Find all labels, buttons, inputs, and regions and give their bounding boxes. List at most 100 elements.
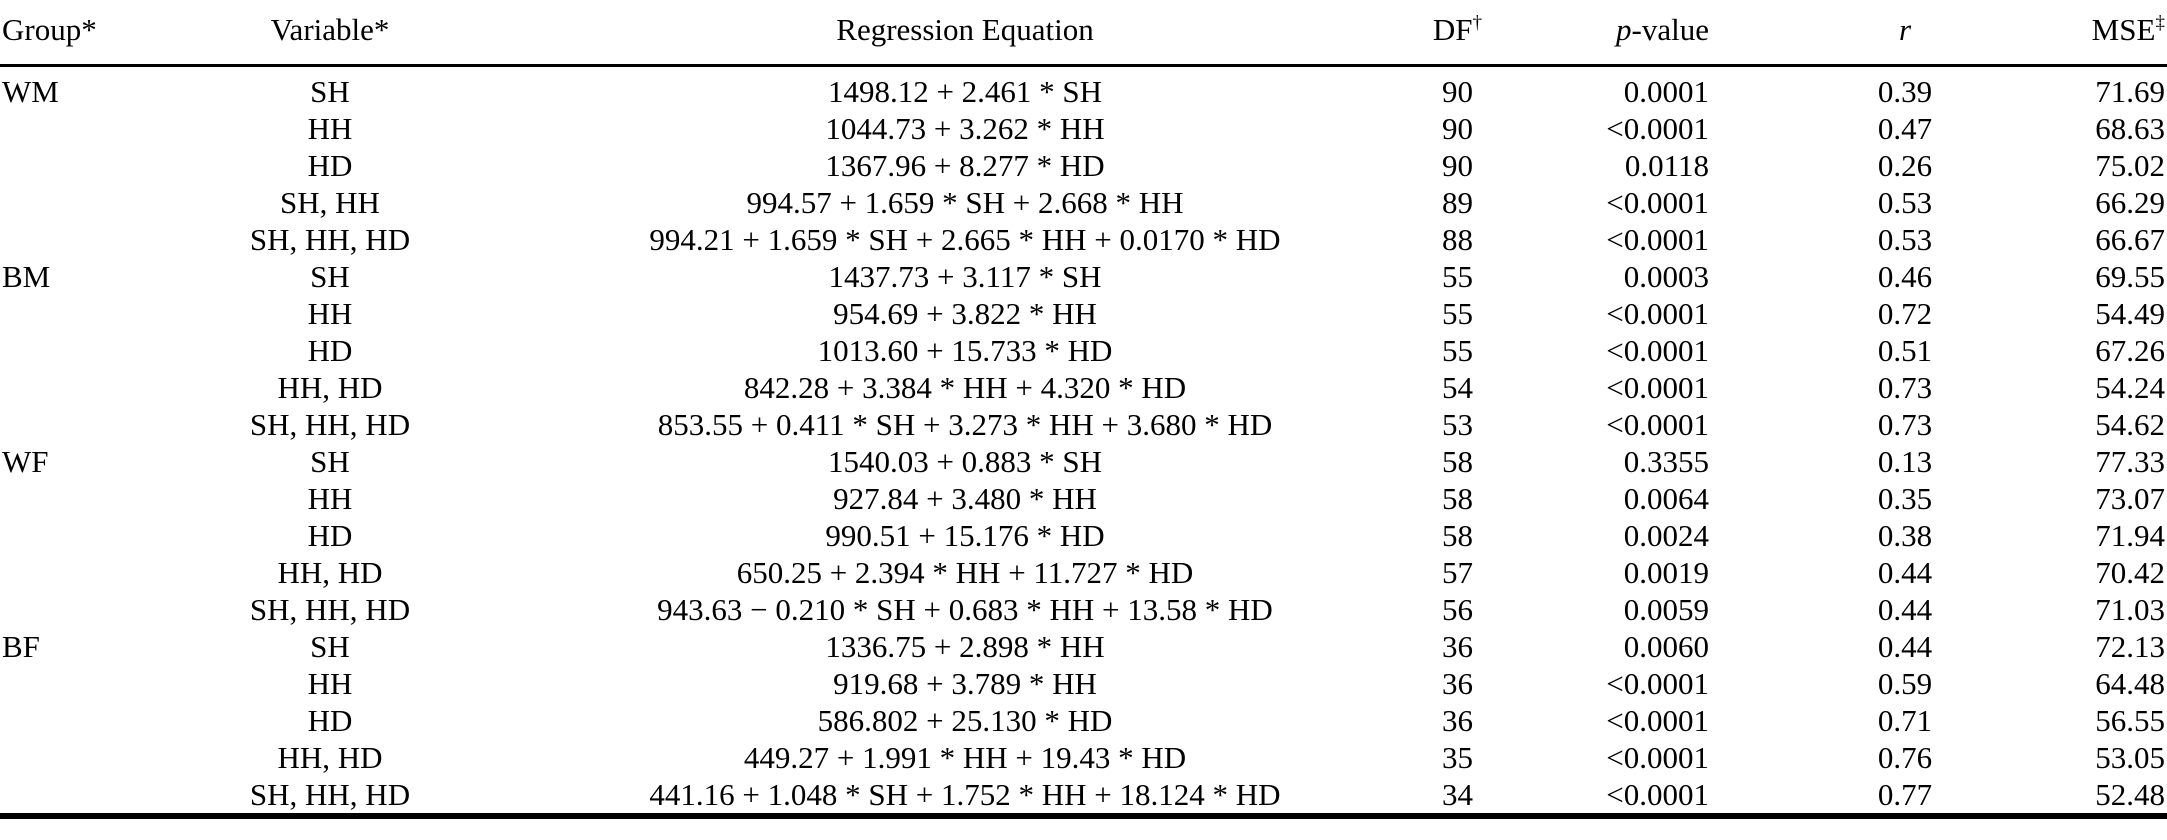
table-row: HD 1367.96 + 8.277 * HD 90 0.0118 0.26 75.02 — [0, 147, 2167, 184]
header-p-italic: p — [1616, 12, 1632, 47]
cell-r: 0.44 — [1877, 555, 1933, 590]
cell-df: 36 — [1442, 666, 1473, 701]
cell-group — [0, 554, 140, 591]
cell-p-value: 0.0059 — [1623, 592, 1709, 627]
cell-r: 0.26 — [1877, 148, 1933, 183]
cell-equation: 1044.73 + 3.262 * HH — [825, 111, 1105, 146]
cell-group — [0, 332, 140, 369]
cell-equation: 650.25 + 2.394 * HH + 11.727 * HD — [736, 555, 1194, 590]
cell-df: 34 — [1442, 777, 1473, 812]
cell-group — [0, 480, 140, 517]
cell-p-value: <0.0001 — [1606, 111, 1709, 146]
table-row: SH, HH, HD 441.16 + 1.048 * SH + 1.752 * … — [0, 776, 2167, 816]
cell-mse: 52.48 — [2095, 777, 2165, 812]
cell-r: 0.73 — [1877, 407, 1933, 442]
header-variable-label: Variable* — [270, 12, 390, 47]
table-row: HD 1013.60 + 15.733 * HD 55 <0.0001 0.51 67.2… — [0, 332, 2167, 369]
table-row: HH 1044.73 + 3.262 * HH 90 <0.0001 0.47 68.63 — [0, 110, 2167, 147]
cell-r: 0.44 — [1877, 629, 1933, 664]
table-row: HH 954.69 + 3.822 * HH 55 <0.0001 0.72 54.49 — [0, 295, 2167, 332]
cell-r: 0.44 — [1877, 592, 1933, 627]
cell-df: 36 — [1442, 703, 1473, 738]
table-row: SH, HH, HD 853.55 + 0.411 * SH + 3.273 * … — [0, 406, 2167, 443]
cell-mse: 77.33 — [2095, 444, 2165, 479]
cell-group — [0, 369, 140, 406]
cell-variable: SH, HH, HD — [249, 222, 411, 257]
cell-p-value: <0.0001 — [1606, 370, 1709, 405]
cell-p-value: 0.0003 — [1623, 259, 1709, 294]
cell-variable: HD — [307, 333, 353, 368]
cell-r: 0.59 — [1877, 666, 1933, 701]
cell-p-value: <0.0001 — [1606, 407, 1709, 442]
cell-mse: 71.69 — [2095, 74, 2165, 109]
table-header: Group* Variable* Regression Equation DF†… — [0, 0, 2167, 67]
cell-group — [0, 591, 140, 628]
cell-variable: SH, HH — [280, 185, 380, 220]
cell-mse: 53.05 — [2095, 740, 2165, 775]
cell-variable: HD — [307, 703, 353, 738]
cell-r: 0.73 — [1877, 370, 1933, 405]
cell-mse: 54.62 — [2095, 407, 2165, 442]
header-mse: MSE‡ — [2040, 0, 2167, 67]
cell-variable: SH — [310, 444, 350, 479]
cell-equation: 1540.03 + 0.883 * SH — [827, 444, 1103, 479]
cell-df: 90 — [1442, 111, 1473, 146]
cell-p-value: 0.0064 — [1623, 481, 1709, 516]
cell-mse: 71.03 — [2095, 592, 2165, 627]
cell-df: 36 — [1442, 629, 1473, 664]
table-row: SH, HH 994.57 + 1.659 * SH + 2.668 * HH 89… — [0, 184, 2167, 221]
cell-equation: 919.68 + 3.789 * HH — [833, 666, 1097, 701]
cell-group: WF — [2, 444, 49, 479]
cell-df: 55 — [1442, 259, 1473, 294]
table-row: BM SH 1437.73 + 3.117 * SH 55 0.0003 0.46 69.5… — [0, 258, 2167, 295]
table-row: HD 990.51 + 15.176 * HD 58 0.0024 0.38 71.94 — [0, 517, 2167, 554]
cell-mse: 66.29 — [2095, 185, 2165, 220]
cell-equation: 994.21 + 1.659 * SH + 2.665 * HH + 0.017… — [649, 222, 1281, 257]
header-group-label: Group* — [2, 12, 97, 47]
table-row: BF SH 1336.75 + 2.898 * HH 36 0.0060 0.44 72.1… — [0, 628, 2167, 665]
cell-equation: 994.57 + 1.659 * SH + 2.668 * HH — [746, 185, 1184, 220]
cell-r: 0.72 — [1877, 296, 1933, 331]
table-row: HH 919.68 + 3.789 * HH 36 <0.0001 0.59 64.48 — [0, 665, 2167, 702]
cell-equation: 853.55 + 0.411 * SH + 3.273 * HH + 3.680… — [657, 407, 1273, 442]
table-row: HH, HD 842.28 + 3.384 * HH + 4.320 * HD 54… — [0, 369, 2167, 406]
cell-p-value: 0.0019 — [1623, 555, 1709, 590]
cell-r: 0.38 — [1877, 518, 1933, 553]
cell-equation: 842.28 + 3.384 * HH + 4.320 * HD — [743, 370, 1187, 405]
cell-r: 0.53 — [1877, 222, 1933, 257]
cell-mse: 54.49 — [2095, 296, 2165, 331]
header-row: Group* Variable* Regression Equation DF†… — [0, 0, 2167, 67]
table-row: HH 927.84 + 3.480 * HH 58 0.0064 0.35 73.07 — [0, 480, 2167, 517]
cell-mse: 72.13 — [2095, 629, 2165, 664]
cell-p-value: 0.0118 — [1624, 148, 1709, 183]
cell-mse: 66.67 — [2095, 222, 2165, 257]
table-row: WF SH 1540.03 + 0.883 * SH 58 0.3355 0.13 77.3… — [0, 443, 2167, 480]
cell-variable: HD — [307, 518, 353, 553]
table-body: WM SH 1498.12 + 2.461 * SH 90 0.0001 0.39 71.6… — [0, 66, 2167, 817]
cell-variable: SH, HH, HD — [249, 592, 411, 627]
cell-group — [0, 776, 140, 816]
cell-p-value: <0.0001 — [1606, 777, 1709, 812]
cell-p-value: <0.0001 — [1606, 296, 1709, 331]
cell-p-value: 0.3355 — [1623, 444, 1709, 479]
cell-variable: SH — [310, 259, 350, 294]
cell-equation: 990.51 + 15.176 * HD — [825, 518, 1105, 553]
cell-r: 0.53 — [1877, 185, 1933, 220]
cell-df: 58 — [1442, 481, 1473, 516]
cell-df: 89 — [1442, 185, 1473, 220]
header-r-label: r — [1898, 12, 1912, 47]
cell-mse: 75.02 — [2095, 148, 2165, 183]
cell-group — [0, 702, 140, 739]
cell-df: 35 — [1442, 740, 1473, 775]
cell-p-value: <0.0001 — [1606, 185, 1709, 220]
header-df: DF† — [1410, 0, 1505, 67]
cell-p-value: <0.0001 — [1606, 666, 1709, 701]
table-row: SH, HH, HD 994.21 + 1.659 * SH + 2.665 * … — [0, 221, 2167, 258]
cell-mse: 68.63 — [2095, 111, 2165, 146]
cell-df: 90 — [1442, 148, 1473, 183]
cell-mse: 69.55 — [2095, 259, 2165, 294]
cell-group — [0, 739, 140, 776]
cell-r: 0.47 — [1877, 111, 1933, 146]
table-row: HD 586.802 + 25.130 * HD 36 <0.0001 0.71 56.5… — [0, 702, 2167, 739]
cell-df: 54 — [1442, 370, 1473, 405]
